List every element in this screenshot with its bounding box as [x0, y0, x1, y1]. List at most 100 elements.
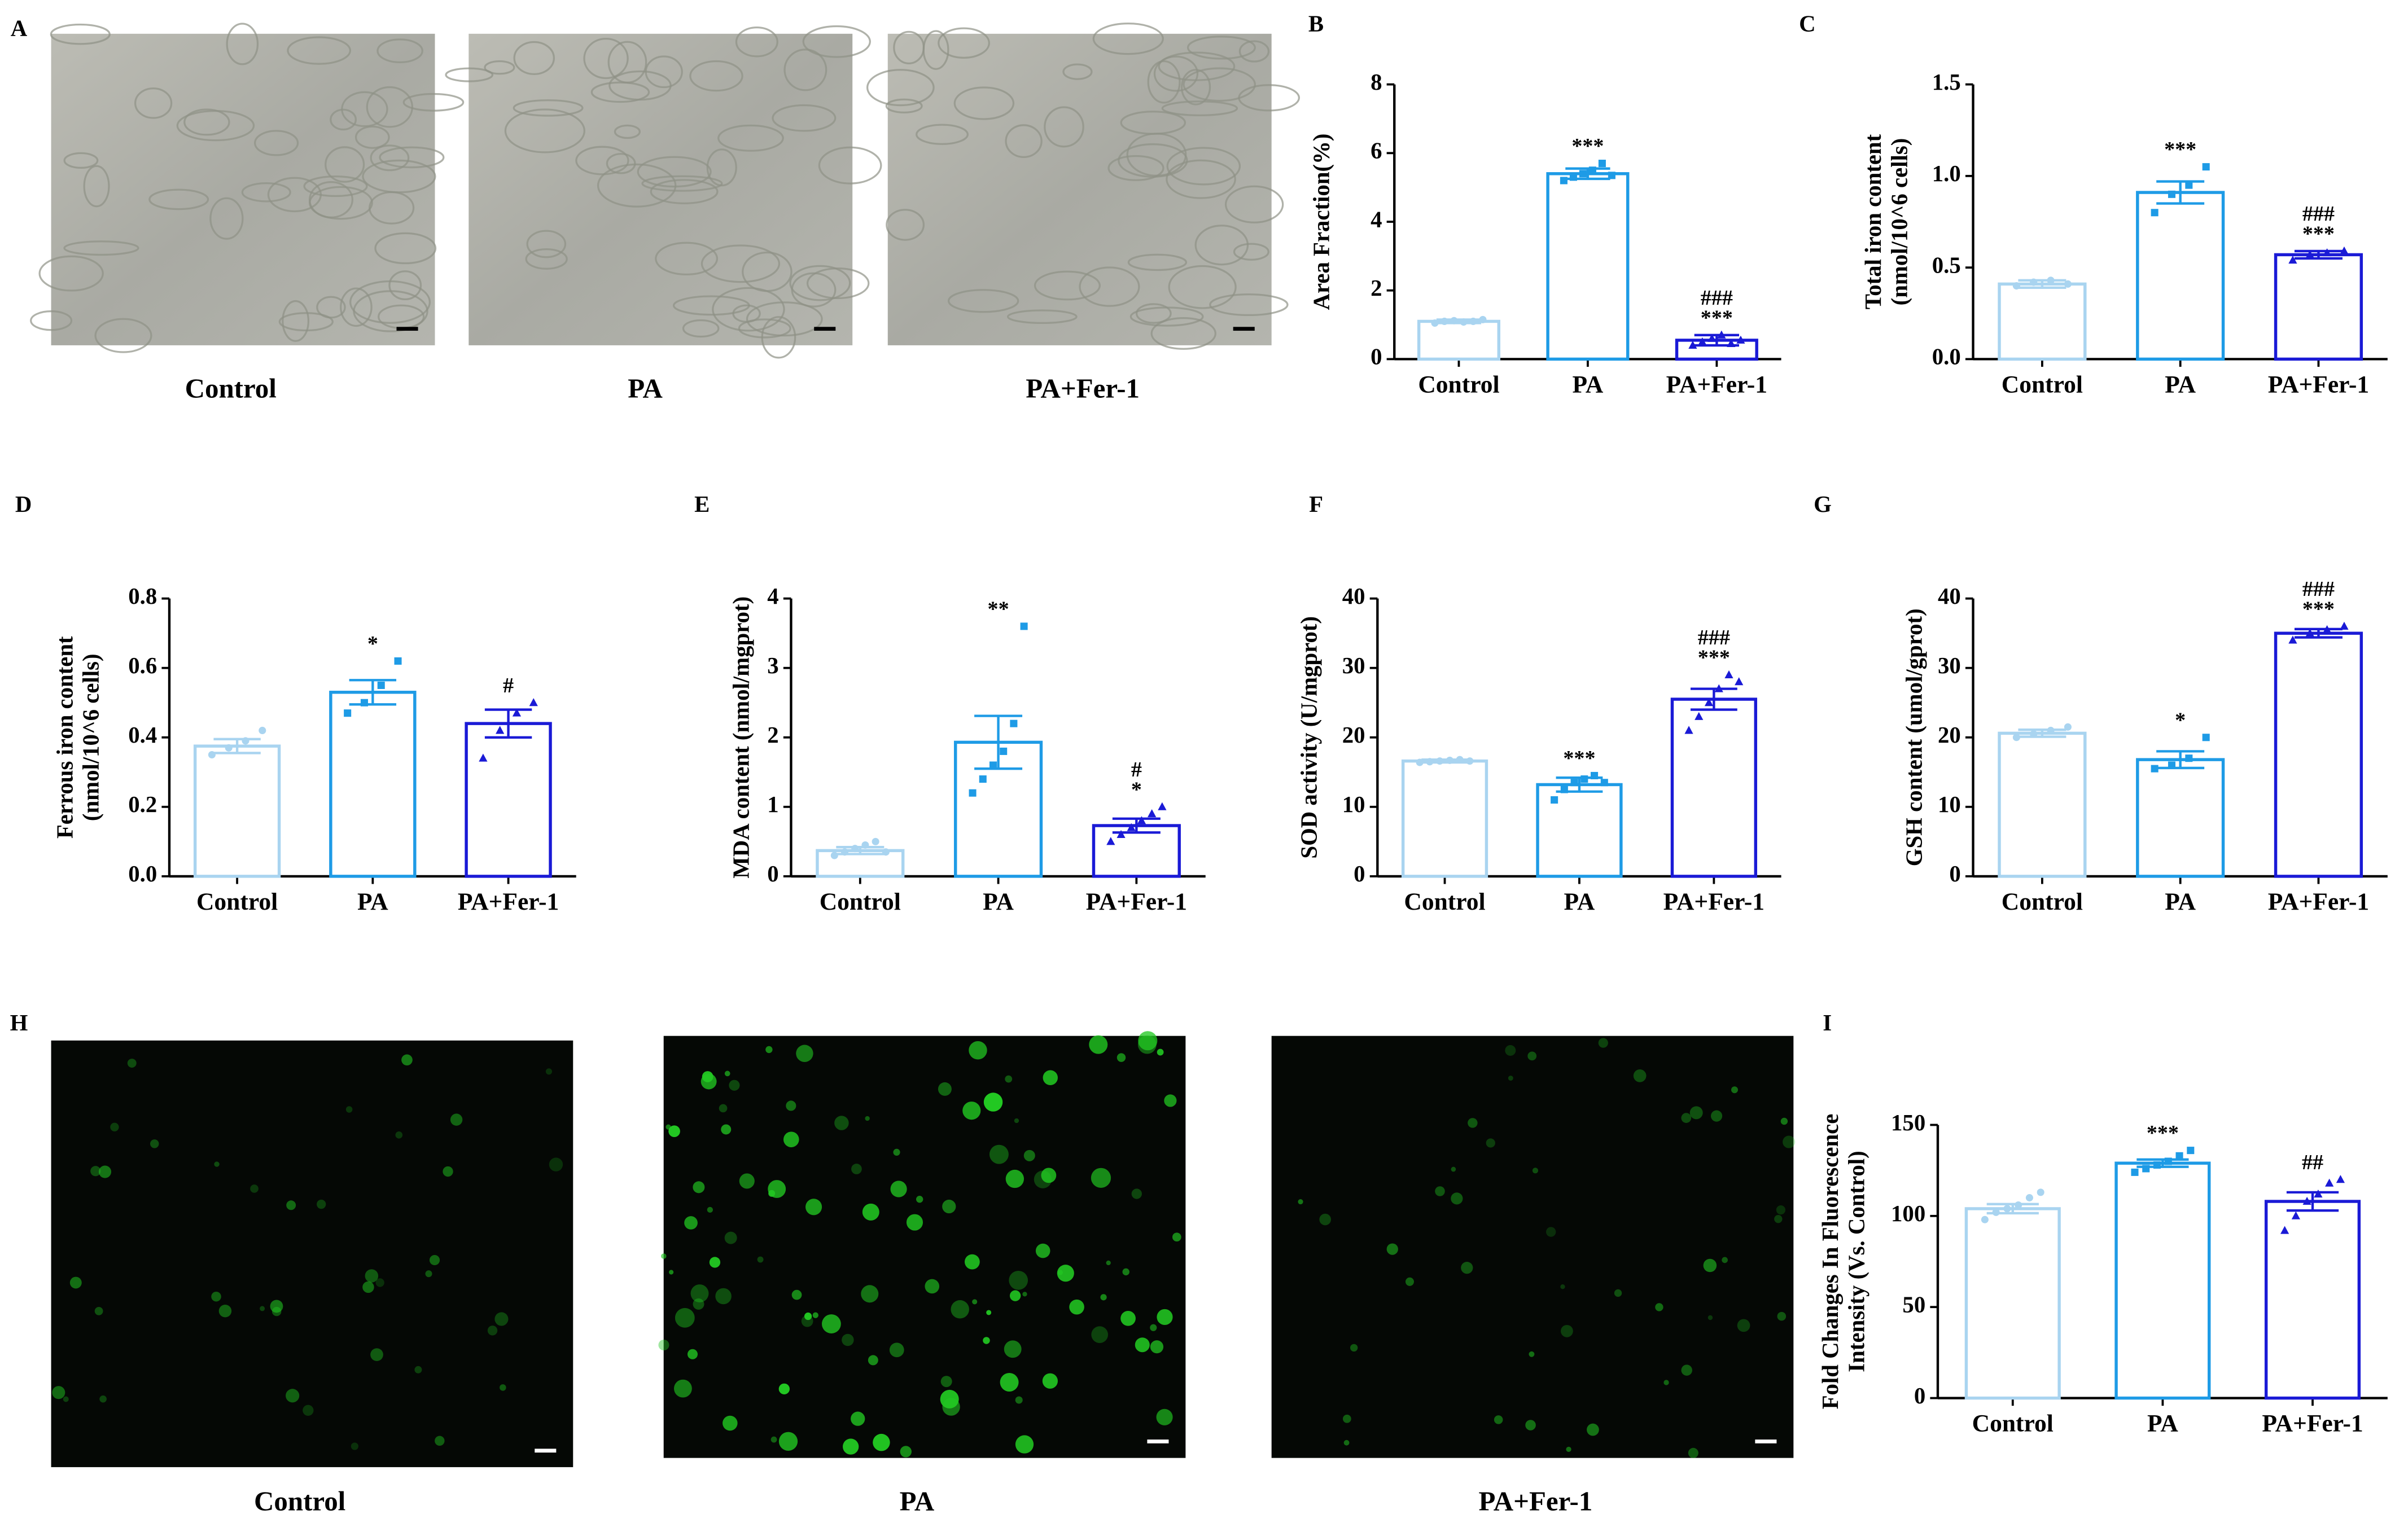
data-point [2003, 1205, 2011, 1213]
cell [812, 1312, 818, 1318]
data-point [512, 708, 522, 717]
cell [1091, 1326, 1109, 1343]
bar [2264, 1200, 2361, 1400]
cell [1106, 1260, 1111, 1266]
cell [1107, 155, 1164, 181]
scale-bar [396, 327, 418, 331]
cell [63, 1396, 69, 1402]
cell [1172, 1232, 1181, 1242]
cell [526, 230, 567, 258]
image-label: PA+Fer-1 [1026, 373, 1140, 404]
cell [270, 1300, 283, 1313]
data-point [2340, 246, 2349, 254]
cell [1022, 1292, 1027, 1297]
data-point [2164, 1157, 2172, 1165]
x-tick-label: Control [1404, 888, 1485, 915]
cell [717, 124, 784, 152]
cell [1587, 1423, 1599, 1436]
bar [1998, 282, 2087, 361]
cell [1120, 1310, 1136, 1326]
cell [1034, 270, 1101, 301]
cell [1508, 1076, 1513, 1081]
micrograph [887, 33, 1272, 345]
cell [575, 146, 629, 175]
data-point [2047, 726, 2055, 734]
significance: *** [1571, 134, 1604, 158]
cell [1532, 1168, 1539, 1174]
data-point [1570, 779, 1578, 787]
y-tick-label: 20 [1342, 722, 1365, 748]
cell [940, 1376, 952, 1388]
cell [668, 1270, 674, 1275]
cell [675, 1307, 695, 1328]
cell [645, 55, 683, 89]
panel-letter: G [1814, 492, 1832, 517]
bar [329, 691, 417, 878]
cell [821, 1314, 841, 1333]
cell [443, 1166, 453, 1177]
x-tick-label: Control [1972, 1410, 2054, 1437]
cell [1183, 67, 1256, 102]
error-bar [2018, 729, 2066, 738]
data-point [1436, 757, 1444, 765]
data-point [344, 709, 352, 717]
cell [241, 182, 291, 203]
bar [2114, 1161, 2211, 1400]
data-point [882, 848, 890, 856]
x-tick-label: PA+Fer-1 [1086, 888, 1187, 915]
significance: ### [1701, 286, 1733, 310]
significance: # [1131, 758, 1142, 782]
cell [729, 1080, 740, 1091]
cell [906, 1214, 923, 1231]
cell [1486, 1138, 1495, 1148]
cell [805, 1199, 822, 1216]
cell [183, 108, 230, 136]
cell [209, 197, 244, 240]
data-point [1580, 775, 1588, 783]
cell [1386, 1243, 1398, 1255]
x-tick-label: PA+Fer-1 [458, 888, 559, 915]
significance: *** [2147, 1121, 2179, 1145]
data-point [1714, 684, 1723, 692]
data-point [1416, 758, 1424, 766]
bar [1670, 697, 1757, 878]
x-tick-label: PA [983, 888, 1014, 915]
cell [900, 1446, 912, 1458]
data-point [2131, 1168, 2139, 1176]
data-point [1727, 339, 1736, 347]
cell [513, 99, 584, 117]
data-point [242, 737, 249, 745]
data-point [1479, 315, 1487, 323]
cell [778, 1383, 790, 1395]
cell [309, 186, 373, 220]
cell [673, 1379, 692, 1398]
data-point [830, 852, 838, 859]
y-tick-label: 30 [1938, 653, 1961, 678]
cell [1681, 1364, 1692, 1376]
significance: * [1131, 778, 1142, 801]
cell [791, 272, 837, 308]
data-point [2185, 754, 2193, 762]
y-axis-label: Fold Changes In Fluorescence [1818, 1114, 1843, 1410]
y-axis-label: (nmol/10^6 cells) [1886, 138, 1912, 306]
cell [286, 1389, 300, 1403]
cell [379, 146, 445, 169]
cell [1776, 1205, 1786, 1215]
cell [940, 1389, 959, 1408]
x-tick-label: PA+Fer-1 [1663, 888, 1765, 915]
data-point [2340, 621, 2349, 630]
y-tick-label: 40 [1342, 583, 1365, 609]
x-tick-label: PA [1564, 888, 1595, 915]
cell [862, 1203, 879, 1221]
data-point [1569, 173, 1577, 181]
cell [1238, 40, 1270, 63]
cell [972, 1299, 978, 1305]
x-tick-label: PA+Fer-1 [2268, 888, 2369, 915]
cell [700, 244, 781, 283]
cell [851, 1411, 865, 1426]
cell [549, 1157, 563, 1171]
data-point [1117, 830, 1126, 839]
cell [661, 1253, 667, 1259]
cell [287, 36, 352, 65]
cell [1731, 1086, 1738, 1094]
